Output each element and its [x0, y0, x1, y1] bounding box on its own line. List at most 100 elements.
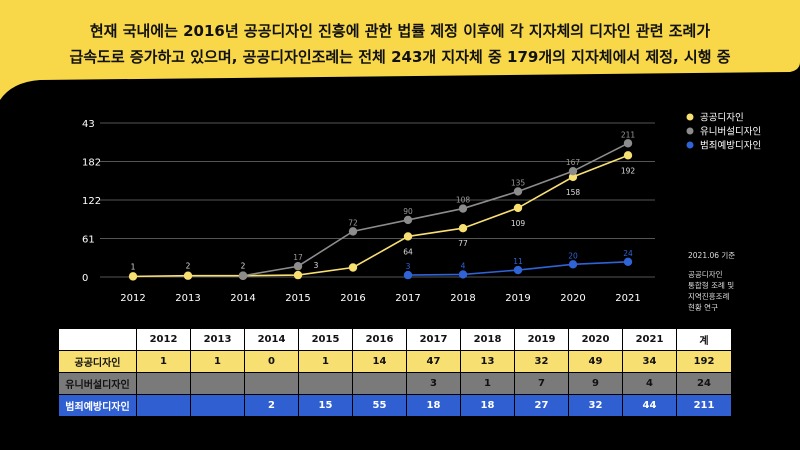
table-cell: 24: [676, 372, 732, 395]
table-cell: 7: [514, 372, 569, 395]
data-point: [403, 270, 413, 280]
data-point: [238, 271, 248, 280]
data-label: 3: [406, 262, 411, 271]
table-cell: 13: [460, 350, 515, 373]
data-label: 72: [348, 218, 358, 227]
table-cell: 9: [568, 372, 623, 395]
table-header-cell: 2013: [190, 328, 245, 351]
header-line-1: 현재 국내에는 2016년 공공디자인 진흥에 관한 법률 제정 이후에 각 지…: [89, 22, 711, 40]
data-label: 211: [621, 130, 636, 139]
header-text: 현재 국내에는 2016년 공공디자인 진흥에 관한 법률 제정 이후에 각 지…: [60, 18, 740, 70]
data-label: 4: [461, 261, 466, 270]
data-point: [623, 257, 633, 266]
legend-label: 유니버설디자인: [700, 127, 761, 138]
table-cell: 211: [676, 394, 732, 417]
data-point: [568, 260, 578, 269]
table-header-cell: 2015: [298, 328, 353, 351]
data-point: [348, 263, 358, 272]
table-header-row: 2012 2013 2014 2015 2016 2017 2018 2019 2020 2021…: [58, 328, 732, 351]
table-cell: 1: [298, 350, 353, 373]
table-cell: [136, 372, 191, 395]
data-label: 24: [623, 249, 633, 258]
data-point: [403, 215, 413, 225]
table-row-label: 유니버설디자인: [58, 372, 137, 395]
table-cell: 18: [460, 394, 515, 417]
table-cell: 1: [190, 350, 245, 373]
table-cell: 27: [514, 394, 569, 417]
table-cell: 192: [676, 350, 732, 373]
table-cell: 4: [622, 372, 677, 395]
y-tick-label: 182: [82, 158, 101, 169]
x-tick-label: 2014: [230, 293, 255, 304]
note-source-line: 통합형 조례 및: [688, 281, 735, 290]
table-cell: [298, 372, 353, 395]
x-tick-label: 2016: [340, 293, 365, 304]
table-header-cell: 2020: [568, 328, 623, 351]
legend-marker: [686, 127, 694, 135]
note-source-line: 지역진흥조례: [688, 292, 730, 301]
table-cell: 32: [568, 394, 623, 417]
table-header-cell: 2016: [352, 328, 407, 351]
table-row-label: 공공디자인: [58, 350, 137, 373]
table-header-cell: 2014: [244, 328, 299, 351]
data-point: [623, 151, 633, 160]
table-header-cell: 2019: [514, 328, 569, 351]
table-row: 범죄예방디자인 2 15 55 18 18 27 32 44 211: [58, 394, 732, 417]
table-cell: 1: [136, 350, 191, 373]
table-row: 유니버설디자인 3 1 7 9 4 24: [58, 372, 732, 395]
table-row: 공공디자인 1 1 0 1 14 47 13 32 49 34 192: [58, 350, 732, 373]
x-tick-label: 2017: [395, 293, 420, 304]
header-line-2: 급속도로 증가하고 있으며, 공공디자인조례는 전체 243개 지자체 중 17…: [69, 48, 731, 66]
data-label: 108: [456, 196, 471, 205]
table-cell: 32: [514, 350, 569, 373]
data-point: [183, 271, 193, 280]
banner-shape: [0, 0, 800, 100]
data-label: 192: [621, 166, 636, 175]
data-point: [293, 262, 303, 271]
data-point: [128, 272, 138, 281]
table-cell: 0: [244, 350, 299, 373]
legend-marker: [686, 141, 694, 149]
data-label: 20: [568, 251, 578, 260]
table-cell: 34: [622, 350, 677, 373]
table-cell: 18: [406, 394, 461, 417]
note-source: 공공디자인 통합형 조례 및 지역진흥조례 현황 연구: [688, 269, 788, 313]
data-label: 77: [458, 239, 468, 248]
table-cell: [136, 394, 191, 417]
table-cell: 47: [406, 350, 461, 373]
series-line: [242, 142, 629, 277]
data-label: 1: [131, 262, 136, 271]
x-tick-label: 2021: [615, 293, 640, 304]
data-point: [568, 166, 578, 176]
data-label: 17: [293, 253, 303, 262]
data-label: 167: [566, 158, 581, 167]
y-tick-label: 122: [82, 196, 101, 207]
data-label: 109: [511, 219, 526, 228]
data-point: [403, 232, 413, 241]
data-point: [458, 224, 468, 233]
x-tick-label: 2019: [505, 293, 530, 304]
table-cell: [190, 372, 245, 395]
table-cell: 44: [622, 394, 677, 417]
data-point: [293, 270, 303, 280]
table-cell: [190, 394, 245, 417]
table-header-cell: 2018: [460, 328, 515, 351]
data-label: 3: [314, 261, 319, 270]
table-cell: 55: [352, 394, 407, 417]
x-tick-label: 2015: [285, 293, 310, 304]
table-cell: 3: [406, 372, 461, 395]
y-tick-label: 43: [82, 119, 95, 130]
legend-label: 범죄예방디자인: [700, 141, 761, 152]
table-cell: 1: [460, 372, 515, 395]
data-label: 11: [513, 257, 523, 266]
table-header-cell: 계: [676, 328, 732, 351]
data-point: [623, 139, 633, 148]
table-cell: [244, 372, 299, 395]
data-label: 158: [566, 188, 581, 197]
table-header-cell: 2021: [622, 328, 677, 351]
data-label: 135: [511, 178, 526, 187]
data-label: 90: [403, 207, 413, 216]
data-label: 64: [403, 247, 413, 256]
data-point: [458, 204, 468, 213]
